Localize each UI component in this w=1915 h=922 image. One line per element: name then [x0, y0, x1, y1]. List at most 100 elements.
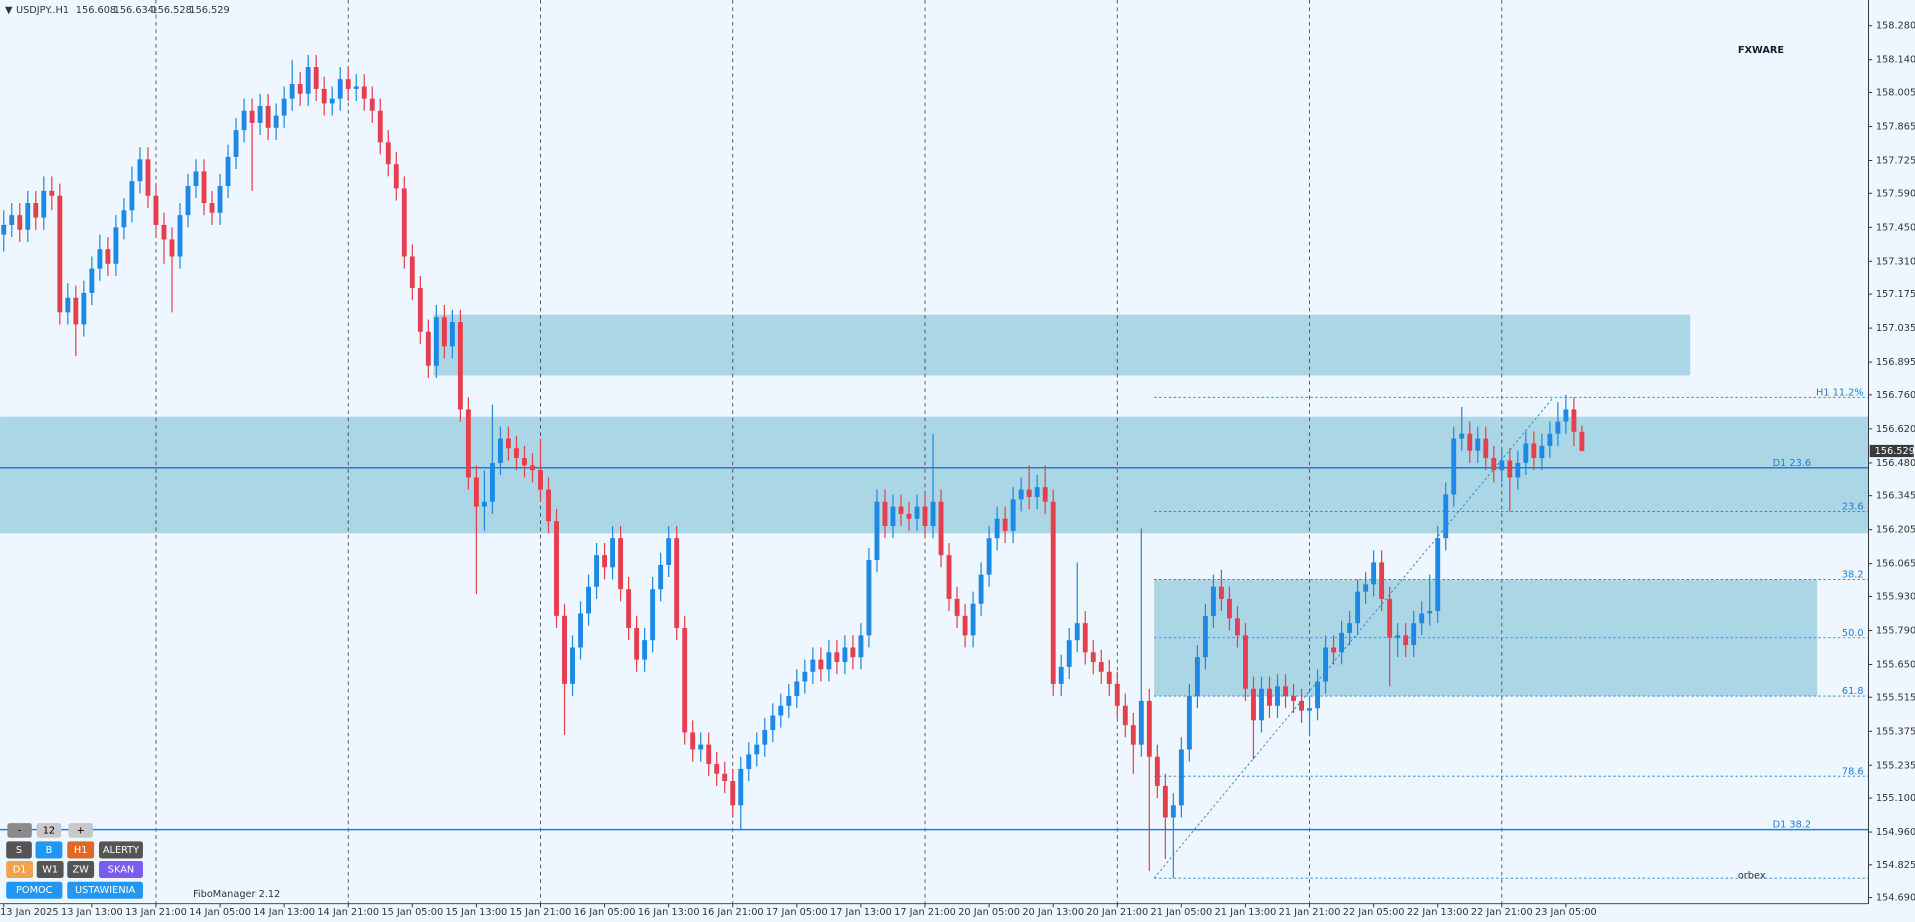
candle-body: [1451, 438, 1457, 495]
candle-body: [634, 628, 640, 660]
candle-body: [1010, 499, 1016, 531]
fibo-trend: [1153, 397, 1554, 879]
header-symbol: USDJPY..H1: [16, 5, 69, 16]
candle-body: [1130, 725, 1136, 745]
candle-body: [265, 105, 271, 128]
fibo-label: 38.2: [1842, 570, 1864, 581]
candle-body: [337, 79, 343, 99]
button[interactable]: [7, 823, 32, 838]
x-tick-label: 14 Jan 21:00: [317, 907, 379, 918]
candle-body: [1090, 652, 1096, 663]
candle-body: [1339, 632, 1345, 653]
x-tick-label: 13 Jan 21:00: [125, 907, 187, 918]
candle-body: [201, 171, 207, 204]
candle-body: [425, 331, 431, 366]
candle-body: [353, 86, 359, 89]
button[interactable]: [67, 860, 95, 879]
candle-body: [57, 195, 63, 313]
x-tick-label: 21 Jan 05:00: [1151, 907, 1213, 918]
candle-body: [650, 589, 656, 641]
x-tick-label: 17 Jan 05:00: [766, 907, 828, 918]
candle-body: [1531, 443, 1537, 459]
header-close: 156.529: [189, 5, 229, 16]
candle-body: [546, 489, 551, 522]
candle-body: [506, 438, 511, 449]
button[interactable]: [99, 860, 143, 879]
fibo-label: 23.6: [1842, 502, 1864, 513]
candle-body: [217, 186, 223, 213]
button[interactable]: [67, 881, 143, 899]
candle-body: [1162, 785, 1168, 818]
y-tick-label: 155.515: [1876, 692, 1915, 703]
candle-body: [209, 203, 215, 213]
candle-body: [1555, 421, 1561, 434]
candle-body: [377, 110, 383, 143]
y-tick-label: 154.960: [1876, 827, 1915, 838]
x-tick-label: 15 Jan 05:00: [381, 907, 443, 918]
fibo-label: 61.8: [1842, 686, 1864, 697]
candle-body: [1435, 538, 1441, 612]
y-tick-label: 158.140: [1876, 55, 1915, 66]
button[interactable]: [6, 841, 32, 859]
x-tick-label: 15 Jan 21:00: [510, 907, 572, 918]
candle-body: [169, 239, 175, 257]
x-tick-label: 15 Jan 13:00: [446, 907, 508, 918]
counter[interactable]: [36, 823, 62, 838]
candle-body: [610, 538, 616, 568]
x-tick-label: 13 Jan 2025: [0, 907, 58, 918]
button[interactable]: [68, 823, 93, 838]
candle-body: [289, 84, 295, 99]
candle-body: [954, 598, 960, 616]
y-tick-label: 156.345: [1876, 491, 1915, 502]
button-label: -: [18, 825, 22, 836]
y-tick-label: 156.760: [1876, 390, 1915, 401]
x-tick-label: 16 Jan 21:00: [702, 907, 764, 918]
levels: D1 23.6 D1 38.2 H1 11.2% 23.6 38.2 50.0 61.8 78…: [0, 387, 1869, 879]
button[interactable]: [35, 841, 63, 859]
y-tick-label: 157.310: [1876, 256, 1915, 267]
candle-body: [1323, 647, 1329, 682]
button[interactable]: [67, 841, 95, 859]
button[interactable]: [99, 841, 143, 859]
candle-body: [1523, 443, 1529, 463]
candle-body: [1355, 591, 1361, 624]
candle-body: [1467, 433, 1473, 451]
candle-body: [441, 317, 447, 347]
candle-body: [1122, 705, 1128, 726]
candle-body: [1403, 635, 1409, 646]
price-tag-label: 156.529: [1875, 446, 1915, 457]
candle-body: [1411, 623, 1417, 646]
candle-body: [465, 409, 471, 478]
candle-body: [137, 159, 143, 182]
candle-body: [1275, 686, 1280, 706]
candle-body: [1331, 647, 1337, 653]
candle-body: [1058, 666, 1064, 684]
x-tick-label: 20 Jan 13:00: [1022, 907, 1084, 918]
candle-body: [826, 652, 832, 670]
button-label: ALERTY: [103, 845, 139, 856]
candle-body: [1507, 460, 1513, 478]
candle-body: [890, 506, 896, 527]
candle-body: [722, 773, 728, 782]
x-tick-label: 21 Jan 21:00: [1279, 907, 1341, 918]
candle-body: [81, 292, 87, 325]
y-tick-label: 158.005: [1876, 88, 1915, 99]
candle-body: [185, 186, 191, 216]
axes: 158.280 158.140 158.005 157.865 157.725 157.5…: [0, 21, 1915, 918]
button[interactable]: [6, 860, 34, 879]
y-tick-label: 155.790: [1876, 625, 1915, 636]
candle-body: [449, 322, 455, 347]
candle-body: [193, 171, 199, 187]
button[interactable]: [36, 860, 64, 879]
candle-body: [1299, 700, 1304, 711]
y-tick-label: 157.865: [1876, 122, 1915, 133]
candle-body: [690, 732, 696, 750]
candle-body: [1218, 586, 1224, 599]
button[interactable]: [6, 881, 63, 899]
menu-arrow[interactable]: ▼: [5, 5, 13, 16]
candle-body: [1178, 749, 1184, 806]
fibo-label: 78.6: [1842, 766, 1864, 777]
candle-body: [882, 501, 888, 527]
y-tick-label: 155.375: [1876, 726, 1915, 737]
